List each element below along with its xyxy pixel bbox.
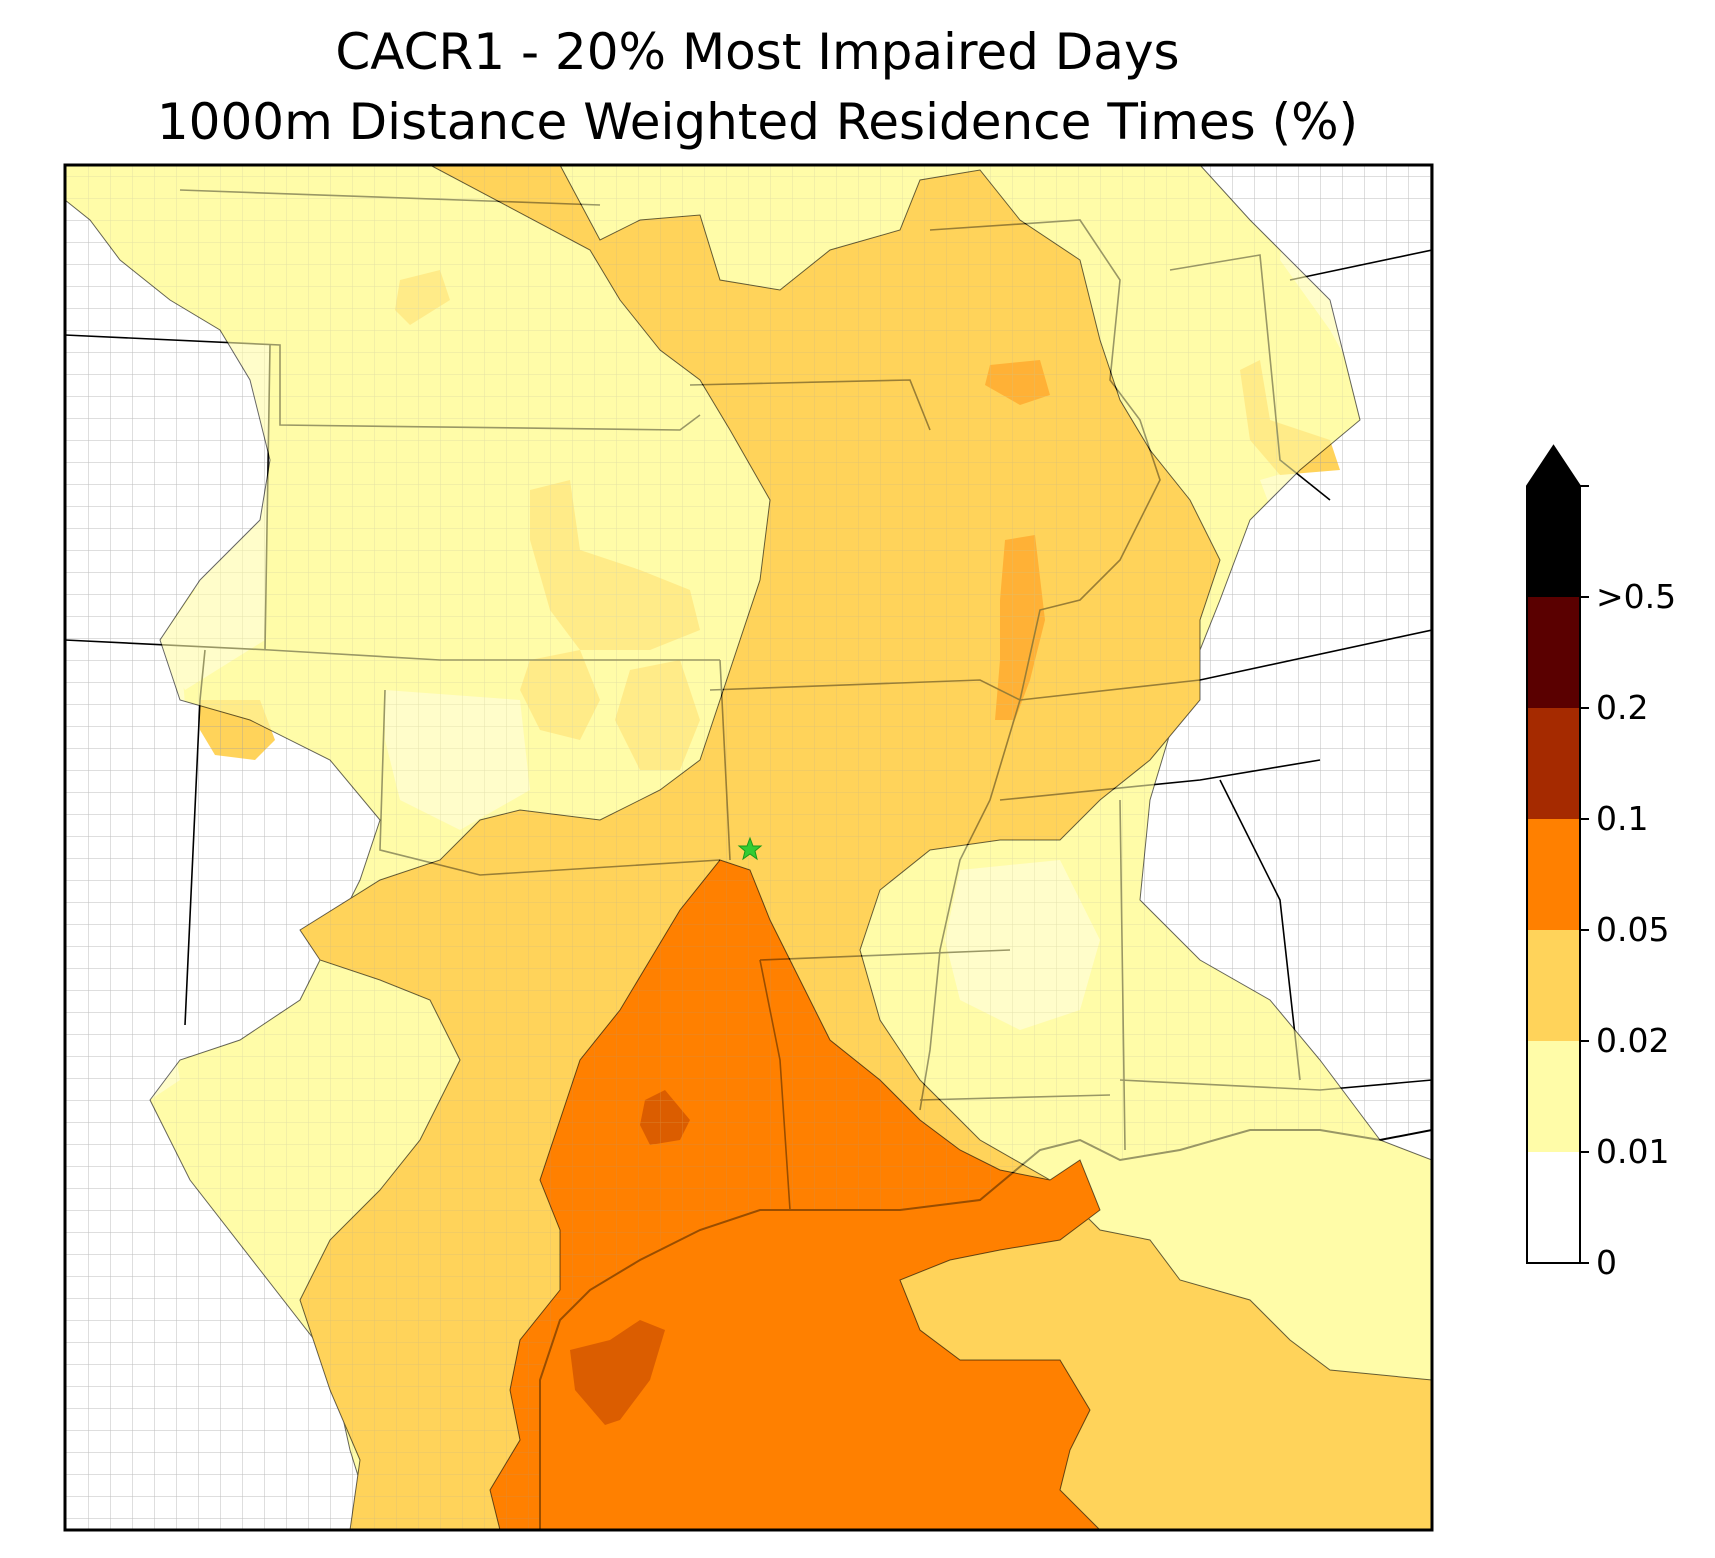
colorbar: [1526, 444, 1589, 1264]
colorbar-tick-label: 0.1: [1596, 799, 1649, 838]
colorbar-tick-label: 0.02: [1596, 1021, 1670, 1060]
colorbar-extend-arrow: [1527, 446, 1580, 486]
colorbar-tick-label: 0.01: [1596, 1132, 1670, 1171]
colorbar-outline: [1526, 444, 1581, 1264]
colorbar-segment: [1527, 597, 1580, 708]
site-marker-star: [737, 836, 763, 861]
map-title-line1: CACR1 - 20% Most Impaired Days: [335, 23, 1180, 81]
colorbar-segment: [1527, 930, 1580, 1041]
colorbar-tick-label: 0.2: [1596, 688, 1649, 727]
colorbar-segment: [1527, 1152, 1580, 1263]
colorbar-segment: [1527, 486, 1580, 597]
colorbar-tick-label: 0: [1596, 1243, 1617, 1282]
colorbar-segment: [1527, 819, 1580, 930]
colorbar-segment: [1527, 708, 1580, 819]
colorbar-tick-label: >0.5: [1596, 577, 1677, 616]
map-frame: [63, 163, 1434, 1532]
map-title-line2: 1000m Distance Weighted Residence Times …: [156, 93, 1359, 151]
colorbar-tick-label: 0.05: [1596, 910, 1670, 949]
colorbar-segment: [1527, 1041, 1580, 1152]
